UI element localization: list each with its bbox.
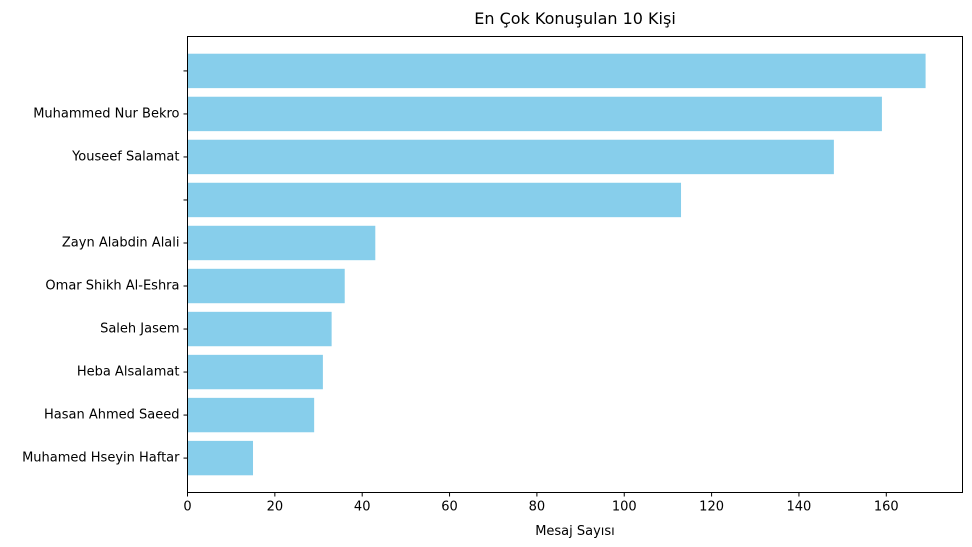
bar (187, 440, 254, 476)
bar (187, 182, 682, 218)
x-tick-label: 160 (874, 500, 899, 515)
x-axis: 0 20 40 60 80 100 120 140 160 (183, 492, 899, 515)
bar (187, 225, 376, 261)
chart-title: En Çok Konuşulan 10 Kişi (474, 9, 676, 28)
plot-frame (187, 36, 963, 493)
bar (187, 311, 332, 347)
bar (187, 397, 315, 433)
x-tick-label: 80 (529, 500, 546, 515)
y-tick-label: Muhamed Hseyin Haftar (22, 451, 180, 466)
bar (187, 96, 882, 132)
y-tick-label: Saleh Jasem (100, 322, 179, 337)
y-tick-label: Muhammed Nur Bekro (33, 106, 179, 121)
bar (187, 139, 834, 175)
bar (187, 354, 323, 390)
y-tick-label: Youseef Salamat (71, 149, 179, 164)
x-tick-label: 0 (183, 500, 191, 515)
y-tick-label: Zayn Alabdin Alali (62, 235, 180, 250)
y-axis: Muhammed Nur Bekro Youseef Salamat Zayn Al… (22, 70, 188, 466)
bars-layer (187, 53, 926, 476)
bar (187, 268, 345, 304)
y-tick-label: Hasan Ahmed Saeed (44, 408, 180, 423)
x-tick-label: 60 (441, 500, 458, 515)
x-tick-label: 120 (699, 500, 724, 515)
x-tick-label: 40 (354, 500, 371, 515)
x-axis-title: Mesaj Sayısı (535, 524, 615, 539)
bar (187, 53, 926, 89)
x-tick-label: 140 (787, 500, 812, 515)
x-tick-label: 20 (267, 500, 284, 515)
y-tick-label: Omar Shikh Al-Eshra (45, 279, 179, 294)
x-tick-label: 100 (612, 500, 637, 515)
y-tick-label: Heba Alsalamat (77, 365, 180, 380)
